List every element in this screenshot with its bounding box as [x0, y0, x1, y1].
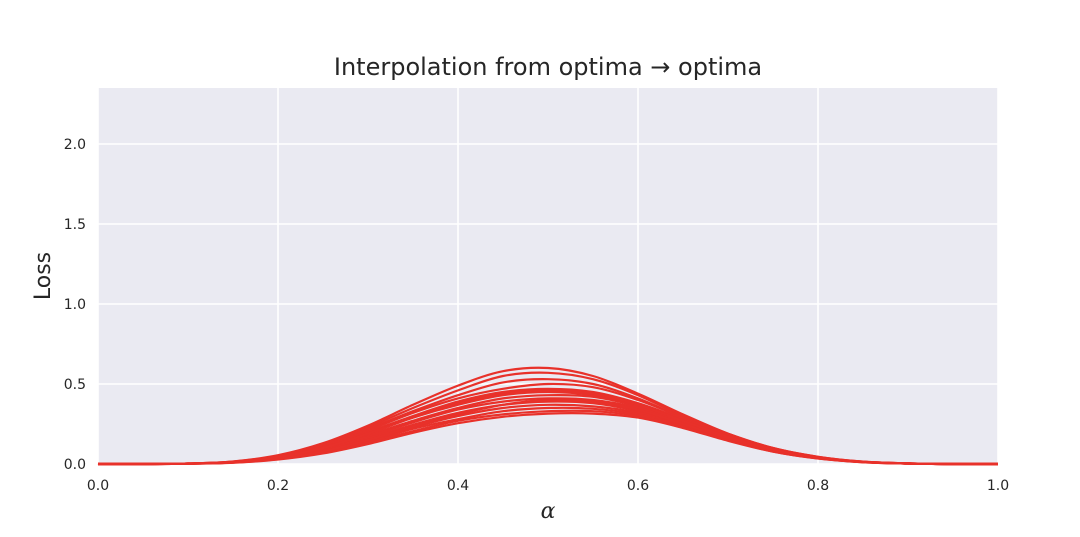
- x-tick-label-1: 0.2: [267, 478, 289, 494]
- x-axis-title: α: [541, 499, 556, 524]
- y-tick-label-0: 0.0: [64, 457, 86, 473]
- y-axis-title: Loss: [31, 252, 56, 300]
- gridlines: [97, 88, 999, 465]
- series-line-15: [97, 389, 999, 466]
- series-lines: [97, 366, 999, 466]
- x-tick-label-0: 0.0: [87, 478, 109, 494]
- x-tick-label-2: 0.4: [447, 478, 469, 494]
- x-tick-label-3: 0.6: [627, 478, 649, 494]
- x-tick-label-4: 0.8: [807, 478, 829, 494]
- y-tick-label-2: 1.0: [64, 297, 86, 313]
- y-tick-label-4: 2.0: [64, 137, 86, 153]
- chart-title: Interpolation from optima → optima: [334, 53, 762, 81]
- y-tick-label-1: 0.5: [64, 377, 86, 393]
- x-axis-ticks: 0.0 0.2 0.4 0.6 0.8 1.0: [87, 478, 1009, 494]
- y-tick-label-3: 1.5: [64, 217, 86, 233]
- x-tick-label-5: 1.0: [987, 478, 1009, 494]
- y-axis-ticks: 0.0 0.5 1.0 1.5 2.0: [64, 137, 86, 473]
